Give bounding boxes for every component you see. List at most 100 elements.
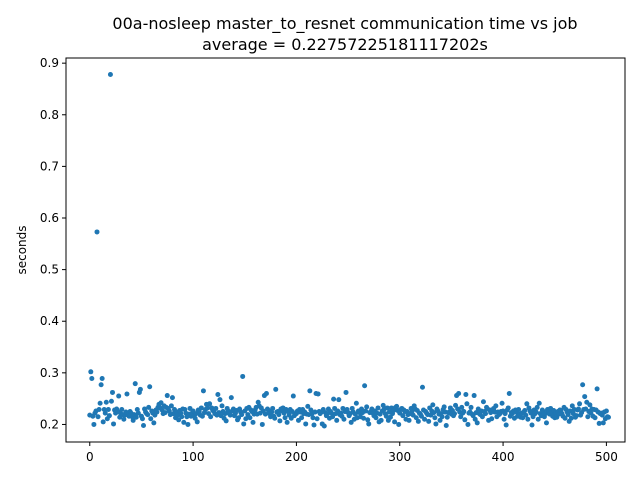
data-point (453, 402, 459, 408)
data-point (108, 398, 114, 404)
data-point (336, 397, 342, 403)
data-point (394, 403, 400, 409)
data-point (465, 421, 471, 427)
data-point (243, 416, 249, 422)
data-point (468, 404, 474, 410)
chart-title: 00a-nosleep master_to_resnet communicati… (112, 14, 577, 34)
data-point (139, 416, 145, 422)
data-point (154, 409, 160, 415)
data-point (158, 400, 164, 406)
data-point (585, 414, 591, 420)
data-point (151, 420, 157, 426)
data-point (315, 391, 321, 397)
data-point (311, 422, 317, 428)
data-point (461, 409, 467, 415)
data-point (314, 416, 320, 422)
y-axis-label: seconds (15, 225, 29, 274)
data-point (250, 419, 256, 425)
data-point (179, 414, 185, 420)
data-point (259, 421, 265, 427)
data-point (132, 381, 138, 387)
data-point (111, 421, 117, 427)
data-point (162, 410, 168, 416)
data-point (568, 415, 574, 421)
data-point (103, 399, 109, 405)
data-point (565, 412, 571, 418)
data-point (406, 417, 412, 423)
data-point (236, 415, 242, 421)
data-point (312, 409, 318, 415)
data-point (387, 414, 393, 420)
data-point (94, 229, 100, 235)
data-point (378, 417, 384, 423)
data-point (89, 376, 95, 382)
data-point (432, 415, 438, 421)
data-point (227, 412, 233, 418)
data-point (364, 404, 370, 410)
data-point (462, 417, 468, 423)
data-point (573, 413, 579, 419)
data-point (208, 414, 214, 420)
data-point (96, 406, 102, 412)
data-point (147, 384, 153, 390)
data-point (277, 418, 283, 424)
data-point (272, 415, 278, 421)
data-point (110, 389, 115, 395)
data-point (141, 422, 146, 428)
y-tick-label: 0.5 (40, 263, 59, 277)
data-point (223, 418, 229, 424)
data-point (273, 386, 279, 392)
data-point (284, 419, 290, 425)
data-point (307, 388, 313, 394)
data-point (535, 416, 541, 422)
data-point (107, 72, 113, 78)
data-point (247, 415, 253, 421)
data-point (281, 410, 287, 416)
data-point (240, 373, 246, 379)
data-point (198, 405, 204, 411)
data-point (133, 414, 139, 420)
data-point (582, 394, 588, 400)
data-point (124, 391, 130, 397)
x-tick-label: 200 (285, 450, 308, 464)
data-point (576, 406, 581, 412)
y-tick-label: 0.2 (40, 417, 59, 431)
data-point (534, 404, 540, 410)
data-point (366, 421, 372, 427)
data-point (480, 399, 486, 405)
data-point (479, 414, 485, 420)
data-point (116, 393, 122, 399)
x-tick-label: 300 (388, 450, 411, 464)
data-point (130, 417, 136, 423)
data-point (523, 412, 529, 418)
data-point (430, 402, 436, 408)
data-point (105, 406, 111, 412)
data-point (91, 421, 97, 427)
data-point (516, 406, 522, 412)
data-point (525, 416, 531, 422)
data-point (303, 421, 309, 427)
data-point (88, 369, 94, 375)
data-point (270, 405, 276, 411)
data-point (392, 419, 398, 425)
data-point (577, 401, 583, 407)
data-point (241, 421, 247, 427)
x-tick-label: 500 (595, 450, 618, 464)
data-point (463, 392, 469, 398)
data-point (426, 418, 432, 424)
axes-frame (65, 57, 626, 443)
data-point (464, 401, 470, 407)
data-point (533, 409, 539, 415)
data-point (99, 376, 105, 382)
data-point (363, 408, 369, 414)
data-point (441, 404, 447, 410)
data-point (422, 416, 428, 422)
data-point (348, 419, 354, 425)
data-point (135, 410, 141, 416)
data-point (431, 410, 437, 416)
data-point (522, 408, 528, 414)
data-point (600, 420, 606, 426)
data-point (361, 415, 367, 421)
